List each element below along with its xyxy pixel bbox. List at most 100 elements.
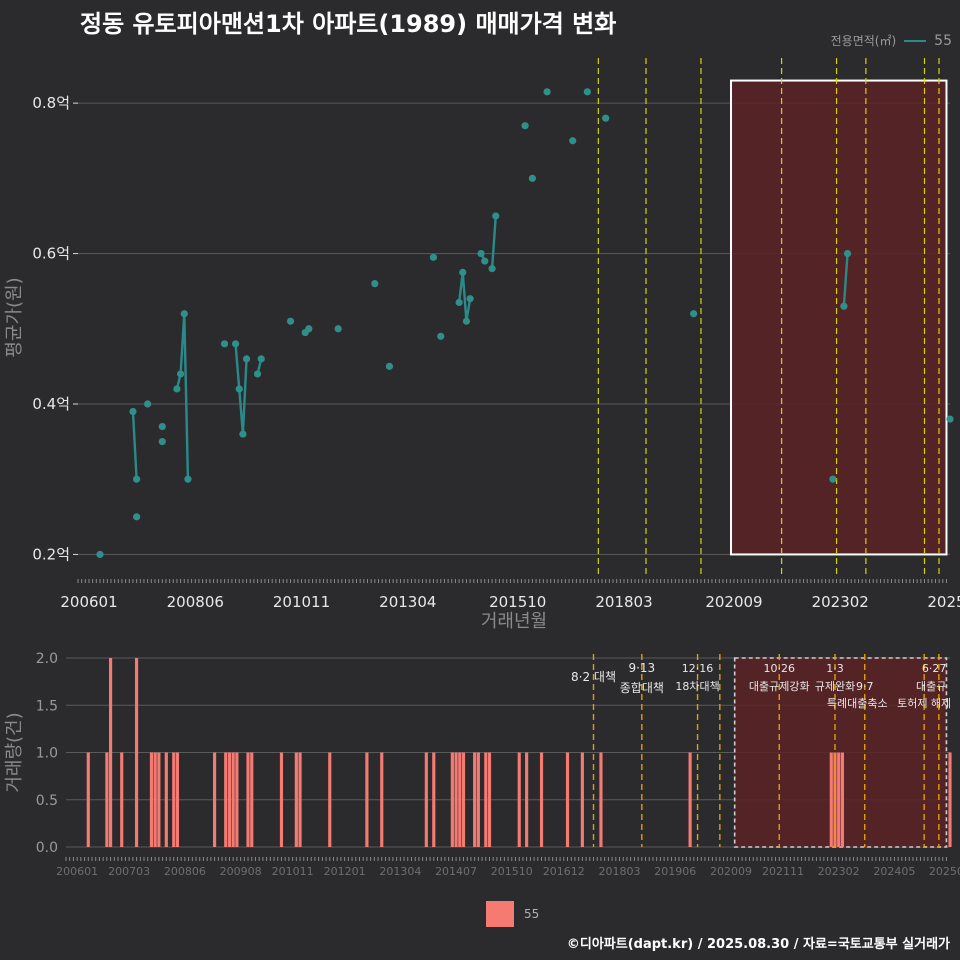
volume-bar xyxy=(525,752,529,847)
volume-bar xyxy=(149,752,154,847)
data-point xyxy=(459,268,467,276)
data-point xyxy=(220,340,229,348)
price-chart: 0.2억 0.4억 0.6억 0.8억 200601 200806 201011 201304… xyxy=(4,58,960,632)
policy-annotation: 대출규제강화 xyxy=(749,680,810,693)
data-point xyxy=(569,137,577,145)
policy-annotation: 9·7 xyxy=(856,680,874,693)
legend-title: 전용면적(㎡) xyxy=(830,34,897,48)
x-tick-label: 201304 xyxy=(379,593,436,611)
x-tick-label: 202009 xyxy=(705,593,762,611)
data-point xyxy=(286,317,295,325)
volume-bar xyxy=(829,752,833,847)
policy-annotation: 종합대책 xyxy=(620,680,664,695)
data-point xyxy=(437,332,445,340)
policy-annotation: 1·3 xyxy=(826,662,844,675)
data-point xyxy=(843,249,852,258)
legend-line-swatch xyxy=(904,39,927,42)
policy-annotation: 8·2 대책 xyxy=(571,669,616,684)
data-point xyxy=(466,295,474,303)
y-tick-label: 0.5 xyxy=(36,793,58,809)
volume-bar xyxy=(424,752,428,847)
highlight-box xyxy=(730,79,948,556)
volume-bar xyxy=(840,752,845,847)
x-axis-title: 거래년월 xyxy=(481,611,547,632)
legend-top: 전용면적(㎡) 55 xyxy=(831,32,952,49)
data-point xyxy=(257,355,265,363)
data-point xyxy=(334,325,342,333)
volume-bar xyxy=(484,752,488,847)
volume-bar xyxy=(175,752,180,847)
volume-bar xyxy=(539,752,544,847)
volume-bar xyxy=(86,752,90,847)
volume-bar xyxy=(298,752,302,847)
y-axis-title: 평균가(원) xyxy=(4,277,25,357)
series-line xyxy=(234,343,248,435)
volume-bar xyxy=(487,752,492,847)
x-tick-label: 200806 xyxy=(164,865,206,878)
y-axis-title: 거래량(건) xyxy=(4,712,25,792)
x-tick-label: 201407 xyxy=(435,865,477,878)
y-tick-label: 0.4억 xyxy=(32,395,70,413)
data-point xyxy=(158,422,166,431)
volume-bar xyxy=(164,752,168,847)
volume-bar xyxy=(476,752,480,847)
volume-bar xyxy=(153,752,157,847)
x-tick-label: 201803 xyxy=(599,865,641,878)
series-line xyxy=(131,411,138,480)
data-point xyxy=(253,370,262,378)
x-tick-label: 202302 xyxy=(818,865,860,878)
data-point xyxy=(602,114,610,122)
x-tick-label: 201011 xyxy=(272,865,314,878)
data-point xyxy=(180,310,188,318)
volume-bar xyxy=(688,752,692,847)
data-point xyxy=(371,280,379,288)
volume-bar xyxy=(380,752,384,847)
x-tick-label: 201510 xyxy=(491,865,533,878)
policy-annotation: 토허제 해제 xyxy=(897,696,951,710)
data-point xyxy=(173,385,181,393)
volume-bar xyxy=(565,752,570,847)
x-tick-label: 202405 xyxy=(873,865,915,878)
data-point xyxy=(242,355,251,363)
volume-bar xyxy=(172,752,176,847)
data-point xyxy=(129,407,137,416)
policy-annotation: 18차대책 xyxy=(675,680,719,693)
legend-bottom-value: 55 xyxy=(524,907,540,921)
volume-bar xyxy=(213,752,217,847)
volume-bar xyxy=(231,752,235,847)
data-point xyxy=(96,550,104,559)
policy-annotation: 특례대출축소 xyxy=(827,697,888,710)
y-tick-label: 2.0 xyxy=(36,651,58,667)
data-point xyxy=(477,249,485,258)
data-point xyxy=(133,475,141,483)
data-point xyxy=(521,122,529,130)
x-tick-label: 201612 xyxy=(543,865,585,878)
y-tick-label: 0.6억 xyxy=(32,245,70,263)
volume-bar xyxy=(105,752,109,847)
series-line xyxy=(842,253,849,307)
volume-bar xyxy=(134,658,139,847)
volume-bar xyxy=(227,752,232,847)
data-point xyxy=(840,302,848,310)
policy-annotation: 10·26 xyxy=(764,662,796,675)
data-point xyxy=(184,475,192,483)
data-point xyxy=(158,438,166,446)
y-tick-label: 1.0 xyxy=(36,746,58,762)
policy-annotation: 규제완화 xyxy=(815,680,855,693)
data-point xyxy=(543,88,551,96)
x-tick-label: 200703 xyxy=(108,865,150,878)
data-point xyxy=(429,253,438,261)
data-point xyxy=(385,362,394,370)
volume-bar xyxy=(580,752,584,847)
data-point xyxy=(528,174,536,182)
data-point xyxy=(492,212,500,220)
x-tick-label: 201304 xyxy=(379,865,421,878)
highlight-box xyxy=(733,657,948,848)
volume-bar xyxy=(517,752,521,847)
volume-bar xyxy=(458,752,462,847)
volume-bar xyxy=(224,752,228,847)
data-point xyxy=(455,298,463,307)
data-point xyxy=(133,513,141,521)
volume-bar xyxy=(246,752,250,847)
data-point xyxy=(231,340,240,348)
